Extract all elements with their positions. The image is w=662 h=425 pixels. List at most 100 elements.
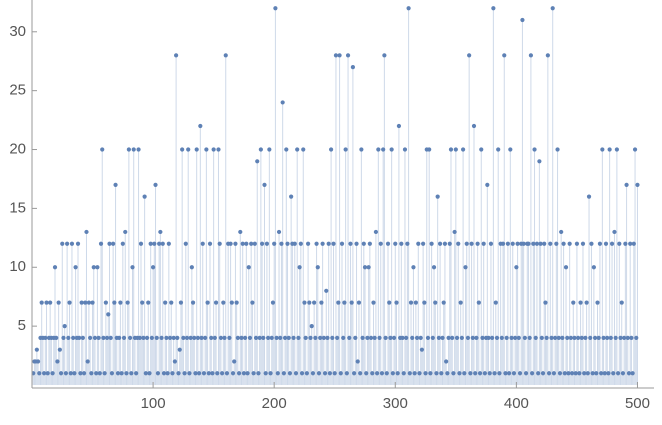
- point: [562, 371, 567, 376]
- point: [613, 335, 618, 341]
- point: [416, 241, 421, 246]
- point: [439, 371, 444, 376]
- point: [108, 335, 113, 341]
- point: [434, 371, 439, 376]
- point: [174, 53, 179, 58]
- point: [361, 241, 366, 246]
- point: [551, 371, 557, 376]
- point: [201, 371, 207, 376]
- point: [221, 300, 226, 305]
- point: [597, 241, 603, 246]
- point: [572, 335, 577, 341]
- point: [441, 300, 446, 305]
- point: [247, 335, 253, 341]
- point: [393, 241, 398, 246]
- point: [559, 229, 564, 235]
- point: [84, 229, 89, 235]
- point: [474, 335, 479, 341]
- point: [492, 371, 497, 376]
- point: [583, 335, 588, 341]
- point: [169, 300, 174, 305]
- point: [34, 347, 39, 352]
- point: [94, 371, 99, 376]
- point: [453, 147, 458, 152]
- point: [619, 300, 624, 305]
- point: [500, 241, 506, 246]
- point: [476, 300, 481, 305]
- point: [71, 335, 76, 341]
- point: [106, 312, 111, 317]
- point: [602, 371, 607, 376]
- point: [147, 371, 152, 376]
- point: [344, 371, 349, 376]
- point: [83, 300, 88, 305]
- point: [272, 241, 277, 246]
- point: [410, 335, 415, 341]
- point: [450, 335, 455, 341]
- point: [502, 53, 507, 58]
- point: [589, 241, 594, 246]
- point: [172, 359, 177, 364]
- point: [258, 147, 263, 152]
- point: [578, 300, 583, 305]
- point: [337, 53, 342, 58]
- point: [159, 335, 164, 341]
- point: [130, 265, 135, 270]
- point: [568, 335, 573, 341]
- point: [422, 300, 427, 305]
- point: [109, 371, 115, 376]
- point: [507, 371, 512, 376]
- point: [542, 241, 547, 246]
- point: [528, 53, 534, 58]
- point: [538, 241, 543, 246]
- point: [482, 371, 487, 376]
- point: [485, 182, 490, 187]
- point: [467, 53, 472, 58]
- point: [553, 335, 558, 341]
- point: [177, 347, 182, 352]
- point: [630, 371, 635, 376]
- point: [435, 194, 440, 199]
- point: [510, 241, 515, 246]
- point: [163, 300, 168, 305]
- point: [389, 147, 394, 152]
- point: [293, 371, 299, 376]
- point: [460, 147, 466, 152]
- point: [569, 371, 575, 376]
- point: [239, 335, 244, 341]
- point: [157, 241, 162, 246]
- point: [57, 347, 62, 352]
- point: [462, 371, 467, 376]
- point: [61, 335, 66, 341]
- point: [56, 300, 61, 305]
- point: [594, 371, 599, 376]
- point: [365, 335, 370, 341]
- point: [314, 241, 319, 246]
- point: [198, 123, 203, 129]
- point: [590, 371, 595, 376]
- point: [497, 371, 502, 376]
- point: [215, 371, 220, 376]
- point: [539, 335, 544, 341]
- point: [289, 194, 294, 199]
- point: [113, 182, 118, 187]
- point: [382, 53, 387, 58]
- point: [371, 300, 376, 305]
- point: [309, 324, 314, 329]
- point: [79, 300, 84, 305]
- point: [304, 371, 309, 376]
- point: [491, 6, 496, 11]
- point: [124, 371, 129, 376]
- point: [138, 241, 144, 246]
- point: [118, 300, 123, 305]
- point: [576, 335, 581, 341]
- point: [69, 241, 75, 246]
- point: [412, 371, 417, 376]
- point: [183, 241, 188, 246]
- point: [413, 300, 418, 305]
- point: [515, 241, 520, 246]
- point: [134, 371, 139, 376]
- x-tick-label: 400: [504, 395, 529, 412]
- point: [182, 371, 187, 376]
- point: [194, 147, 199, 152]
